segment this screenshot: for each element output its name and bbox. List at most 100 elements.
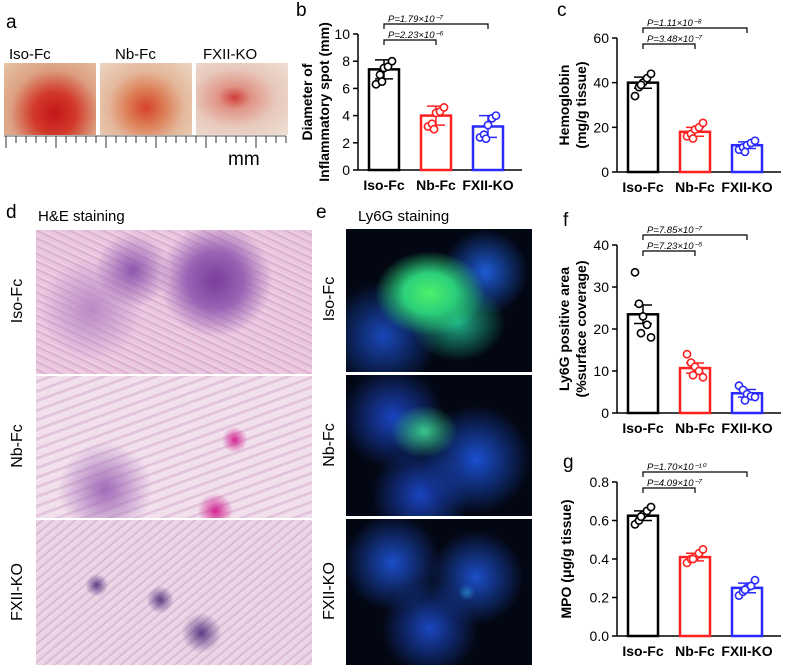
y-tick-label: 8 (342, 53, 350, 69)
ly6g-row-label-iso: Iso-Fc (321, 276, 338, 322)
panel-letter-g: g (563, 452, 574, 473)
y-tick-label: 10 (334, 26, 350, 42)
data-point (646, 502, 656, 512)
photo-nb-fc (100, 63, 192, 135)
data-point (387, 56, 397, 66)
data-point (688, 370, 698, 380)
ly6g-image-fxii-ko (346, 519, 532, 665)
p-value-label: P=1.70×10⁻¹⁰ (647, 462, 707, 473)
p-value-label: P=1.79×10⁻⁷ (388, 14, 444, 25)
y-tick-label: 0 (601, 405, 609, 421)
chart-ly6g-area: 0 10 20 30 40 Ly6G positive area (%surface cov… (556, 225, 781, 436)
category-label: Iso-Fc (622, 179, 663, 195)
p-bracket (642, 471, 748, 477)
category-label: Nb-Fc (675, 420, 715, 436)
y-tick-label: 40 (593, 237, 609, 253)
data-point (698, 118, 708, 128)
data-point (746, 581, 756, 591)
p-value-label: P=7.23×10⁻⁵ (647, 241, 703, 252)
p-bracket (642, 234, 748, 240)
p-value-label: P=2.23×10⁻⁶ (388, 30, 444, 41)
photo-fxii-ko (196, 63, 288, 135)
p-bracket (383, 39, 437, 45)
data-point (636, 80, 646, 90)
y-tick-label: 20 (593, 119, 609, 135)
y-tick-label: 0.2 (590, 590, 610, 606)
p-value-label: P=3.48×10⁻⁷ (647, 34, 703, 45)
data-point (491, 111, 501, 120)
y-tick-label: 0.8 (590, 474, 610, 490)
y-tick-label: 0.0 (590, 628, 610, 644)
p-bracket (642, 27, 748, 33)
y-tick-label: 60 (593, 30, 609, 46)
data-point (682, 349, 692, 359)
photo-iso-fc (4, 63, 96, 135)
data-point (636, 512, 646, 522)
category-label: Iso-Fc (622, 420, 663, 436)
category-label: Iso-Fc (363, 177, 404, 193)
data-point (377, 77, 387, 86)
y-axis-label: Diameter of (299, 63, 315, 140)
panel-a-label-nb: Nb-Fc (115, 46, 156, 63)
category-label: FXII-KO (721, 643, 772, 659)
data-point (481, 134, 491, 144)
data-point (634, 299, 644, 309)
p-value-label: P=7.85×10⁻⁷ (647, 225, 703, 236)
data-point (636, 328, 646, 338)
y-axis-label: Inflammatory spot (mm) (316, 22, 332, 181)
panel-letter-c: c (557, 0, 567, 21)
he-image-iso-fc (36, 230, 312, 374)
panel-letter-a: a (6, 12, 17, 33)
p-value-label: P=4.09×10⁻⁷ (647, 478, 703, 489)
data-point (429, 124, 439, 134)
category-label: Nb-Fc (675, 643, 715, 659)
data-point (483, 120, 493, 130)
category-label: Iso-Fc (622, 643, 663, 659)
data-point (688, 134, 698, 143)
category-label: FXII-KO (721, 420, 772, 436)
data-point (694, 366, 704, 376)
ruler (4, 135, 287, 148)
p-value-label: P=1.11×10⁻⁸ (647, 18, 702, 29)
y-axis-label: MPO (μg/g tissue) (558, 499, 574, 618)
ly6g-image-nb-fc (346, 375, 532, 516)
bar-Nb-Fc (678, 555, 712, 638)
panel-a-label-fxii: FXII-KO (203, 46, 258, 63)
panel-letter-b: b (296, 0, 307, 21)
chart-diameter: 0 2 4 6 8 10 Diameter of Inflammatory spot (mm)… (299, 14, 522, 193)
data-point (698, 372, 708, 382)
y-tick-label: 10 (593, 363, 609, 379)
y-axis-label: (mg/g tissue) (573, 61, 589, 148)
data-point (740, 585, 750, 595)
ly6g-image-iso-fc (346, 229, 532, 372)
ly6g-title: Ly6G staining (358, 208, 450, 225)
y-axis-label: (%surface coverage) (573, 261, 589, 398)
p-bracket (642, 250, 696, 256)
bar-Iso-Fc (626, 313, 660, 415)
y-tick-label: 6 (342, 80, 350, 96)
data-point (698, 544, 708, 554)
data-point (630, 91, 640, 101)
data-point (642, 320, 652, 330)
y-tick-label: 0.6 (590, 513, 610, 529)
category-label: FXII-KO (462, 177, 513, 193)
ly6g-row-label-fxii: FXII-KO (321, 562, 338, 620)
y-axis-label: Hemoglobin (556, 65, 572, 146)
data-point (750, 136, 760, 146)
data-point (638, 312, 648, 321)
data-point (646, 333, 656, 342)
y-tick-label: 40 (593, 75, 609, 91)
ruler-unit: mm (228, 149, 260, 170)
y-tick-label: 2 (342, 135, 350, 151)
y-tick-label: 30 (593, 279, 609, 295)
data-point (646, 69, 656, 79)
p-bracket (642, 43, 696, 49)
he-image-nb-fc (36, 376, 312, 518)
panel-a-label-iso: Iso-Fc (9, 46, 51, 63)
data-point (688, 554, 698, 564)
data-point (630, 267, 640, 277)
data-point (750, 392, 760, 402)
y-tick-label: 4 (342, 108, 350, 124)
y-tick-label: 0 (342, 162, 350, 178)
panel-a: Iso-Fc Nb-Fc FXII-KO mm (0, 36, 290, 186)
